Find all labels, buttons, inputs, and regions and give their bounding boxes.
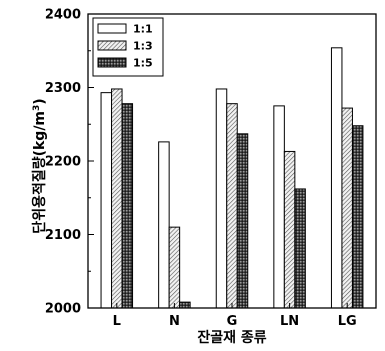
legend-swatch <box>97 57 127 68</box>
bar-N-1:5 <box>179 301 191 309</box>
x-tick-label: L <box>113 314 121 329</box>
bar-LG-1:5 <box>351 125 364 309</box>
y-tick-label: 2400 <box>45 8 81 23</box>
bar-L-1:5 <box>121 103 134 309</box>
legend: 1:1 1:3 1:5 <box>92 17 164 77</box>
bar-LN-1:1 <box>273 105 285 309</box>
y-tick-label: 2100 <box>45 228 81 243</box>
x-tick-label: N <box>169 314 180 329</box>
bar-G-1:5 <box>236 133 249 309</box>
bar-LN-1:5 <box>294 188 306 309</box>
x-axis-title: 잔골재 종류 <box>197 329 266 346</box>
legend-label: 1:5 <box>133 57 153 70</box>
legend-swatch <box>97 40 127 51</box>
y-axis-title: 단위용적질량(kg/m3) <box>31 98 48 233</box>
bars-group <box>100 47 364 309</box>
y-tick-label: 2000 <box>45 302 81 317</box>
bar-G-1:3 <box>226 103 238 309</box>
bar-L-1:1 <box>100 92 113 309</box>
legend-label: 1:1 <box>133 23 153 36</box>
bar-G-1:1 <box>215 88 228 309</box>
y-tick-label: 2300 <box>45 81 81 96</box>
bar-N-1:3 <box>168 226 181 309</box>
bar-L-1:3 <box>111 88 123 309</box>
x-tick-label: LN <box>280 314 299 329</box>
y-tick-label: 2200 <box>45 155 81 170</box>
x-tick-label: LG <box>338 314 357 329</box>
x-tick-label: G <box>227 314 238 329</box>
bar-LG-1:3 <box>341 107 353 309</box>
legend-label: 1:3 <box>133 40 153 53</box>
bar-LN-1:3 <box>283 150 296 309</box>
legend-swatch <box>97 23 127 34</box>
bar-N-1:1 <box>158 141 170 309</box>
bar-LG-1:1 <box>330 47 343 309</box>
